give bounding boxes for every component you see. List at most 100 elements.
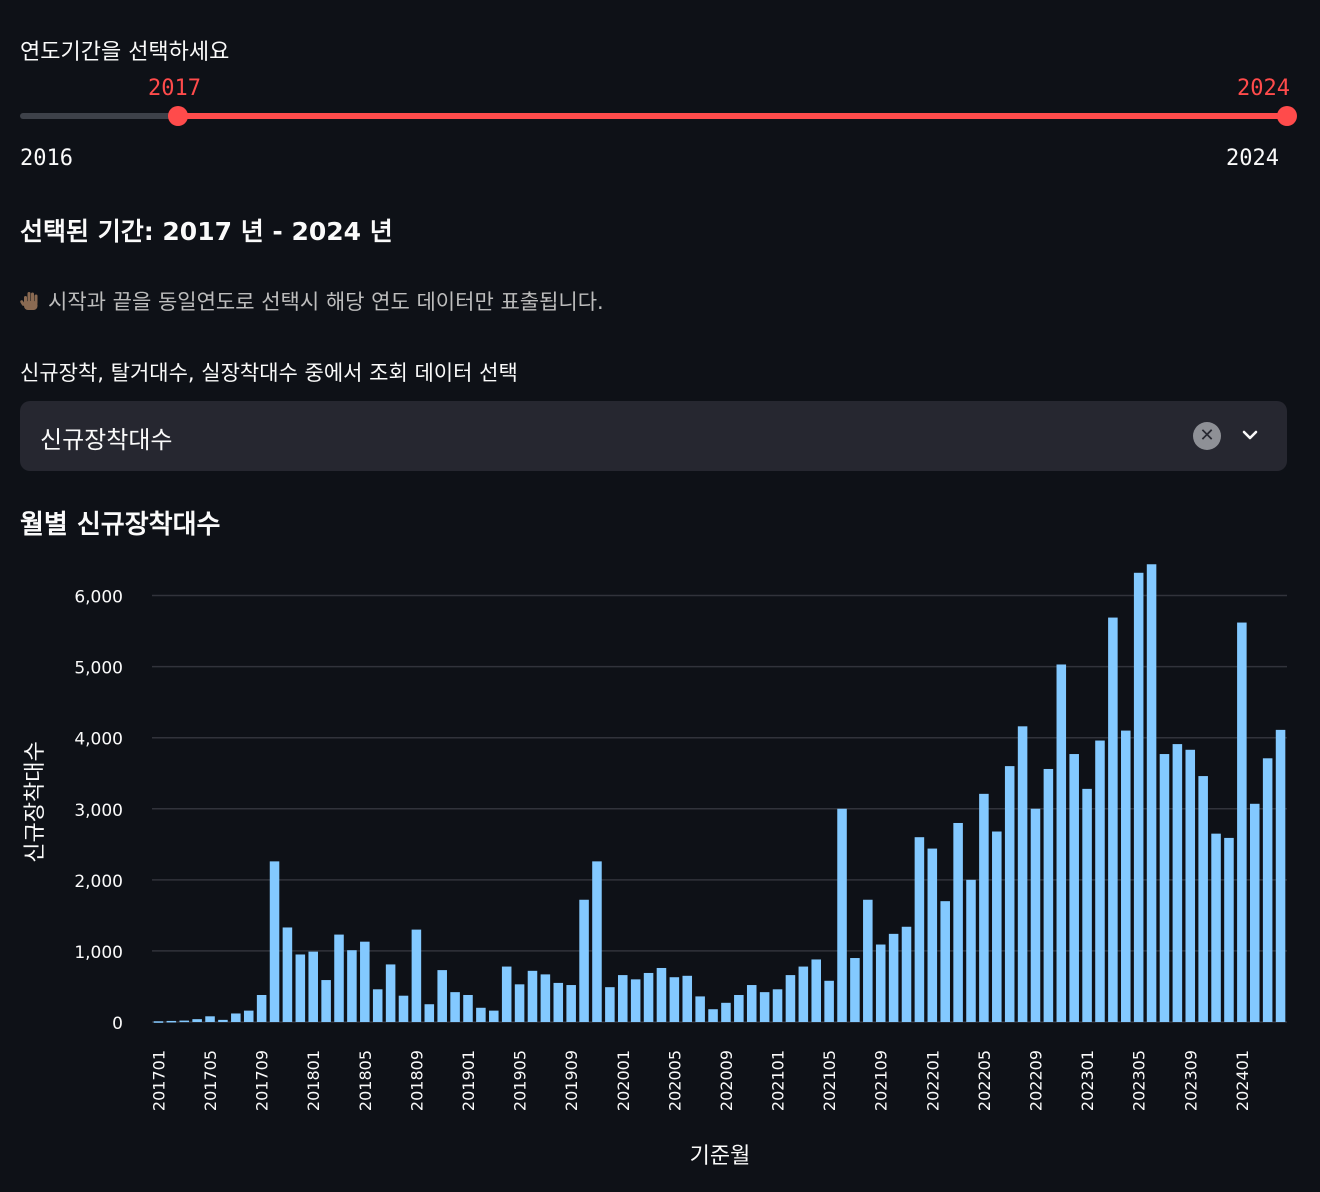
bar-202403[interactable] [1262, 758, 1273, 1022]
bar-202308[interactable] [1172, 744, 1183, 1022]
bar-202206[interactable] [992, 831, 1002, 1022]
bar-201911[interactable] [592, 861, 602, 1022]
bar-202109[interactable] [875, 944, 886, 1022]
bar-202007[interactable] [695, 996, 705, 1022]
bar-201704[interactable] [192, 1019, 202, 1022]
data-type-select[interactable]: 신규장착대수 ✕ [20, 401, 1287, 471]
chevron-down-icon[interactable] [1236, 421, 1264, 449]
bar-201901[interactable] [463, 994, 473, 1022]
bar-201909[interactable] [566, 985, 576, 1022]
bar-201711[interactable] [282, 927, 293, 1022]
bar-202112[interactable] [914, 837, 925, 1022]
bar-201705[interactable] [205, 1016, 215, 1022]
bar-202303[interactable] [1108, 617, 1118, 1022]
bar-202211[interactable] [1056, 664, 1067, 1022]
bar-201803[interactable] [334, 934, 344, 1022]
bar-202312[interactable] [1224, 837, 1234, 1022]
bar-202106[interactable] [837, 808, 847, 1022]
bar-201809[interactable] [411, 929, 422, 1022]
bar-202305[interactable] [1133, 572, 1144, 1022]
bar-201904[interactable] [501, 966, 512, 1022]
bar-202310[interactable] [1198, 776, 1208, 1022]
y-tick-label: 2,000 [74, 872, 123, 892]
clear-icon[interactable]: ✕ [1193, 422, 1221, 450]
bar-202004[interactable] [656, 967, 667, 1022]
bar-201810[interactable] [424, 1004, 435, 1022]
x-tick-label: 202001 [614, 1050, 633, 1111]
slider-thumb-min[interactable] [168, 106, 188, 126]
bar-201709[interactable] [256, 994, 267, 1022]
x-tick-label: 202301 [1078, 1050, 1097, 1111]
bar-202402[interactable] [1249, 803, 1260, 1022]
bar-202201[interactable] [927, 848, 938, 1022]
bar-201706[interactable] [218, 1019, 228, 1022]
bar-202010[interactable] [734, 994, 744, 1022]
bar-202103[interactable] [798, 966, 809, 1022]
x-tick-label: 202009 [717, 1050, 736, 1111]
bar-202209[interactable] [1030, 808, 1041, 1022]
bar-202002[interactable] [630, 979, 641, 1022]
bar-202307[interactable] [1159, 754, 1170, 1022]
bar-202301[interactable] [1082, 788, 1092, 1022]
x-tick-label: 201701 [149, 1050, 168, 1111]
bar-201812[interactable] [450, 992, 460, 1022]
bar-202204[interactable] [966, 879, 976, 1022]
bar-202205[interactable] [979, 793, 989, 1022]
slider-range-max: 2024 [1226, 146, 1279, 171]
bar-201912[interactable] [605, 987, 615, 1022]
bar-202108[interactable] [863, 899, 873, 1022]
bar-201905[interactable] [514, 984, 525, 1022]
bar-202001[interactable] [617, 975, 628, 1022]
bar-202404[interactable] [1275, 729, 1286, 1022]
bar-201707[interactable] [231, 1013, 241, 1022]
bar-201703[interactable] [179, 1020, 190, 1023]
bar-202102[interactable] [785, 975, 796, 1022]
slider-thumb-max[interactable] [1277, 106, 1297, 126]
bar-202104[interactable] [811, 959, 821, 1022]
bar-202110[interactable] [888, 933, 899, 1022]
bar-201805[interactable] [360, 941, 370, 1022]
bar-201802[interactable] [321, 980, 331, 1022]
bar-202012[interactable] [759, 992, 770, 1022]
bar-201908[interactable] [553, 982, 564, 1022]
bar-202009[interactable] [721, 1002, 731, 1022]
bar-202005[interactable] [669, 977, 680, 1022]
bar-202006[interactable] [682, 975, 693, 1022]
bar-201804[interactable] [347, 950, 357, 1022]
bar-202203[interactable] [953, 822, 963, 1022]
bar-202306[interactable] [1146, 564, 1157, 1022]
bar-201708[interactable] [243, 1010, 254, 1022]
bar-201806[interactable] [372, 989, 383, 1022]
bar-202202[interactable] [940, 901, 950, 1022]
bar-202208[interactable] [1017, 726, 1028, 1022]
bar-201801[interactable] [308, 951, 318, 1022]
bar-201710[interactable] [269, 861, 280, 1022]
bar-201712[interactable] [295, 954, 306, 1022]
bar-202311[interactable] [1211, 833, 1221, 1022]
bar-201811[interactable] [437, 970, 447, 1022]
bar-201907[interactable] [540, 974, 551, 1022]
bar-201902[interactable] [476, 1007, 486, 1022]
bar-202210[interactable] [1043, 768, 1054, 1022]
bar-201906[interactable] [527, 970, 538, 1022]
bar-202212[interactable] [1069, 754, 1079, 1022]
bar-202107[interactable] [850, 958, 860, 1022]
bar-202304[interactable] [1121, 730, 1131, 1022]
bar-202111[interactable] [901, 926, 912, 1022]
bar-202105[interactable] [824, 980, 834, 1022]
bar-202003[interactable] [643, 972, 654, 1022]
bar-201702[interactable] [166, 1020, 177, 1023]
bar-201910[interactable] [579, 899, 589, 1022]
bar-201903[interactable] [489, 1010, 499, 1022]
bar-202101[interactable] [772, 989, 783, 1022]
slider-label: 연도기간을 선택하세요 [20, 40, 230, 65]
bar-202401[interactable] [1237, 622, 1247, 1022]
bar-202309[interactable] [1185, 749, 1196, 1022]
bar-202302[interactable] [1095, 740, 1105, 1022]
bar-201807[interactable] [385, 964, 396, 1022]
bar-202011[interactable] [746, 985, 757, 1022]
bar-201701[interactable] [153, 1021, 164, 1023]
bar-202207[interactable] [1004, 766, 1015, 1022]
bar-202008[interactable] [708, 1009, 718, 1022]
bar-201808[interactable] [398, 995, 409, 1022]
